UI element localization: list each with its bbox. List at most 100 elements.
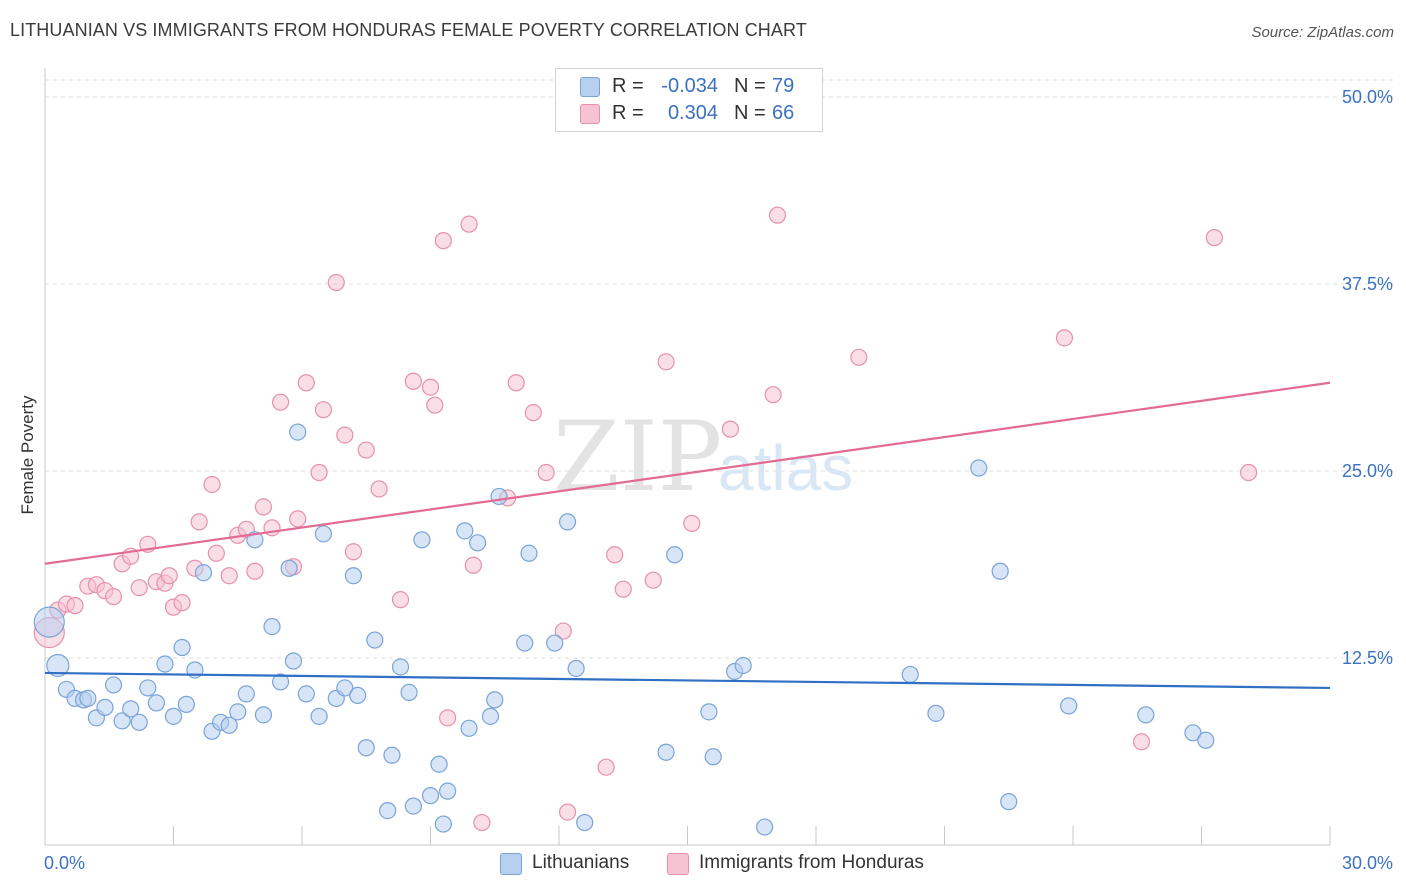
bottom-legend-label: Lithuanians	[532, 852, 630, 873]
series-lithuanians	[33, 423, 1215, 836]
data-point	[666, 546, 684, 564]
data-point	[1184, 724, 1202, 742]
data-point	[764, 386, 782, 404]
data-point	[537, 463, 555, 482]
data-point	[160, 567, 178, 585]
data-point	[421, 378, 440, 396]
data-point	[190, 513, 208, 531]
y-tick-label: 37.5%	[1342, 274, 1393, 294]
legend-n-value: 66	[772, 102, 795, 124]
watermark-atlas: atlas	[718, 432, 853, 504]
x-tick-label: 30.0%	[1342, 853, 1393, 873]
x-tick-label: 0.0%	[44, 853, 85, 873]
data-point	[657, 353, 675, 371]
legend-swatch-blue	[580, 77, 600, 97]
data-point	[156, 655, 174, 673]
data-point	[177, 695, 195, 713]
data-point	[391, 658, 410, 676]
data-point	[558, 803, 577, 821]
data-point	[327, 273, 345, 292]
legend-n-value: 79	[772, 75, 795, 97]
data-point	[1205, 229, 1223, 247]
legend-r-label: R =	[612, 102, 644, 124]
data-point	[460, 215, 478, 233]
data-point	[683, 514, 701, 532]
data-point	[271, 393, 290, 411]
data-point	[576, 813, 594, 832]
y-tick-label: 50.0%	[1342, 87, 1393, 107]
data-point	[229, 703, 247, 721]
data-point	[284, 652, 303, 670]
data-point	[366, 631, 384, 649]
data-point	[194, 564, 213, 582]
data-point	[439, 782, 457, 800]
data-point	[164, 707, 183, 725]
data-point	[644, 571, 662, 589]
data-point	[289, 510, 307, 528]
data-point	[349, 686, 367, 705]
data-point	[237, 685, 255, 703]
data-point	[280, 559, 298, 577]
trend-line-lithuanians	[44, 671, 1331, 690]
data-point	[473, 813, 491, 832]
data-point	[220, 567, 238, 585]
data-point	[991, 562, 1009, 580]
data-point	[379, 801, 397, 820]
data-point	[66, 597, 84, 615]
legend-r-label: R =	[612, 75, 644, 97]
data-point	[554, 622, 572, 640]
data-point	[734, 656, 752, 675]
data-point	[1137, 706, 1155, 724]
data-point	[421, 787, 440, 805]
legend-swatch-pink	[580, 104, 600, 124]
data-point	[927, 704, 945, 722]
data-point	[314, 401, 333, 419]
data-point	[1060, 697, 1078, 715]
data-point	[1055, 329, 1074, 347]
data-point	[271, 673, 290, 691]
data-point	[901, 665, 919, 684]
data-point	[755, 818, 774, 836]
legend-r-value: -0.034	[661, 75, 718, 97]
data-point	[704, 748, 722, 766]
data-point	[147, 694, 165, 712]
legend-n-label: N =	[734, 102, 766, 124]
data-point	[520, 544, 538, 562]
data-point	[1132, 733, 1151, 751]
data-point	[597, 758, 615, 776]
bottom-legend-swatch-blue	[500, 853, 522, 875]
data-point	[464, 556, 482, 574]
data-point	[404, 372, 422, 390]
legend-n-label: N =	[734, 75, 766, 97]
y-axis-label: Female Poverty	[18, 395, 37, 515]
bottom-legend-swatch-pink	[667, 853, 689, 875]
legend-row-honduras: R = 0.304 N = 66	[556, 100, 822, 128]
legend-r-value: 0.304	[667, 102, 718, 124]
data-point	[721, 420, 739, 438]
data-point	[173, 638, 191, 657]
data-point	[524, 404, 542, 422]
data-point	[173, 594, 191, 612]
data-point	[33, 606, 65, 638]
data-point	[430, 755, 448, 773]
data-point	[289, 423, 307, 441]
data-point	[516, 634, 534, 652]
data-point	[46, 653, 70, 678]
data-point	[130, 713, 148, 731]
data-point	[344, 567, 362, 585]
axes	[44, 68, 1331, 846]
data-point	[254, 706, 273, 724]
data-point	[96, 698, 114, 716]
data-point	[263, 617, 281, 636]
watermark-zip: ZIP	[553, 401, 722, 513]
data-point	[391, 591, 410, 609]
bottom-legend-label: Immigrants from Honduras	[699, 852, 924, 873]
data-point	[139, 679, 157, 697]
data-point	[850, 348, 868, 366]
data-point	[546, 634, 564, 652]
data-point	[400, 683, 418, 702]
data-point	[130, 579, 148, 597]
data-point	[460, 719, 478, 737]
data-point	[122, 700, 140, 718]
